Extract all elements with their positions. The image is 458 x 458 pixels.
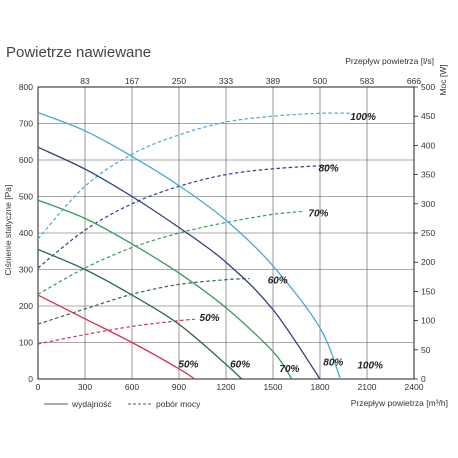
x2-tick-label: 167 [125, 76, 139, 86]
x-tick-label: 300 [78, 382, 92, 392]
pressure-curve-100pct [37, 111, 342, 380]
x-tick-label: 1500 [264, 382, 283, 392]
x-axis-label: Przepływ powietrza [m³/h] [351, 398, 448, 408]
y2-axis-label: Moc [W] [438, 64, 448, 95]
curve-label: 100% [350, 112, 376, 123]
x-tick-label: 600 [125, 382, 139, 392]
pressure-curve-60pct [37, 248, 243, 380]
x2-tick-label: 389 [266, 76, 280, 86]
grid [38, 87, 414, 379]
y2-tick-label: 150 [421, 286, 435, 296]
y-tick-label: 800 [19, 82, 33, 92]
curve-label: 50% [178, 360, 198, 371]
y-tick-label: 700 [19, 119, 33, 129]
x-tick-label: 1200 [217, 382, 236, 392]
curves [37, 111, 352, 380]
power-curve-60pct [37, 278, 250, 325]
y2-tick-label: 50 [421, 345, 431, 355]
pressure-curve-70pct [37, 199, 293, 380]
curve-label: 70% [279, 364, 299, 375]
x-tick-label: 900 [172, 382, 186, 392]
power-curve-50pct [37, 318, 195, 345]
power-curve-80pct [37, 164, 336, 269]
legend: wydajność pobór mocy [44, 399, 201, 409]
x2-tick-label: 333 [219, 76, 233, 86]
curve-label: 100% [357, 360, 383, 371]
y-tick-label: 400 [19, 228, 33, 238]
y2-tick-label: 500 [421, 82, 435, 92]
y-axis-label: Ciśnienie statyczne [Pa] [3, 185, 13, 276]
y-tick-label: 200 [19, 301, 33, 311]
y2-tick-label: 100 [421, 316, 435, 326]
curve-label: 80% [323, 357, 343, 368]
curve-label: 50% [200, 313, 220, 324]
x2-tick-label: 583 [360, 76, 374, 86]
y-tick-label: 0 [28, 374, 33, 384]
x-tick-label: 1800 [311, 382, 330, 392]
y2-tick-label: 300 [421, 199, 435, 209]
x2-tick-label: 250 [172, 76, 186, 86]
x-tick-label: 2100 [358, 382, 377, 392]
legend-solid-label: wydajność [71, 399, 112, 409]
curve-label: 60% [268, 276, 288, 287]
legend-dashed-label: pobór mocy [156, 399, 201, 409]
y2-tick-label: 400 [421, 140, 435, 150]
x2-tick-label: 500 [313, 76, 327, 86]
curve-label: 80% [319, 164, 339, 175]
x2-tick-label: 83 [80, 76, 90, 86]
y2-tick-label: 200 [421, 257, 435, 267]
y-tick-label: 100 [19, 338, 33, 348]
x2-tick-label: 666 [407, 76, 421, 86]
y2-tick-label: 450 [421, 111, 435, 121]
x-tick-label: 0 [36, 382, 41, 392]
power-curve-100pct [37, 112, 352, 240]
y2-tick-label: 350 [421, 170, 435, 180]
y-tick-label: 300 [19, 265, 33, 275]
page-title: Powietrze nawiewane [6, 44, 152, 61]
power-curve-70pct [37, 210, 305, 295]
x-tick-label: 2400 [405, 382, 424, 392]
y-tick-label: 600 [19, 155, 33, 165]
x2-axis-label: Przepływ powietrza [l/s] [345, 56, 434, 66]
y-tick-label: 500 [19, 192, 33, 202]
pressure-curve-50pct [37, 294, 196, 380]
y2-tick-label: 0 [421, 374, 426, 384]
curve-labels: 50% 60% 70% 80% 100% 50% 60% 70% 80% 100% [178, 112, 383, 375]
curve-label: 70% [308, 209, 328, 220]
pressure-curve-80pct [37, 146, 321, 380]
curve-label: 60% [230, 360, 250, 371]
y2-tick-label: 250 [421, 228, 435, 238]
